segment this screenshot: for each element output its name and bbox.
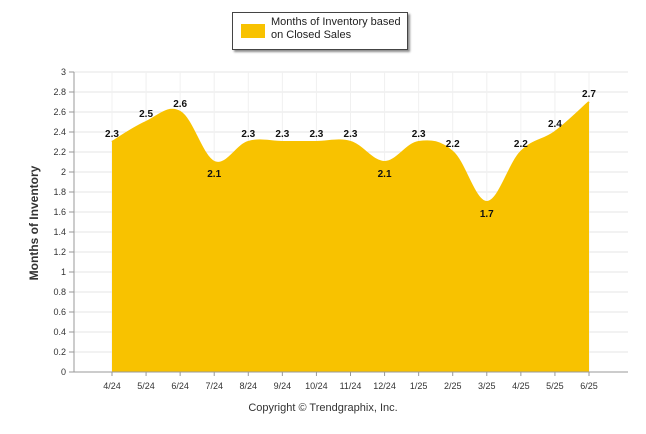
x-tick-label: 5/24 (137, 381, 155, 391)
y-tick-label: 3 (61, 67, 66, 77)
y-tick-label: 0.2 (53, 347, 66, 357)
data-label: 2.2 (446, 139, 460, 150)
series-area (112, 102, 589, 372)
x-tick-label: 12/24 (373, 381, 396, 391)
copyright-text: Copyright © Trendgraphix, Inc. (248, 402, 398, 414)
x-tick-label: 1/25 (410, 381, 428, 391)
y-tick-label: 1.2 (53, 247, 66, 257)
x-tick-label: 4/24 (103, 381, 121, 391)
data-label: 2.1 (207, 169, 221, 180)
y-tick-label: 0.6 (53, 307, 66, 317)
data-label: 2.3 (241, 129, 255, 140)
y-tick-label: 1.4 (53, 227, 66, 237)
x-tick-label: 6/24 (171, 381, 189, 391)
legend-swatch (241, 24, 265, 38)
y-tick-label: 1.8 (53, 187, 66, 197)
y-tick-label: 0.4 (53, 327, 66, 337)
y-tick-label: 2.6 (53, 107, 66, 117)
data-label: 2.3 (105, 129, 119, 140)
data-label: 2.4 (548, 119, 562, 130)
x-tick-label: 3/25 (478, 381, 496, 391)
data-label: 2.3 (344, 129, 358, 140)
y-tick-label: 2.4 (53, 127, 66, 137)
data-label: 2.2 (514, 139, 528, 150)
y-tick-label: 1.6 (53, 207, 66, 217)
x-tick-label: 5/25 (546, 381, 564, 391)
data-label: 2.7 (582, 89, 596, 100)
x-tick-label: 10/24 (305, 381, 328, 391)
x-tick-label: 8/24 (240, 381, 258, 391)
series-line (111, 101, 590, 204)
legend-label: Months of Inventory based on Closed Sale… (271, 16, 401, 41)
y-tick-label: 2.8 (53, 87, 66, 97)
y-tick-label: 2.2 (53, 147, 66, 157)
data-label: 2.5 (139, 109, 153, 120)
x-tick-label: 11/24 (340, 381, 362, 391)
y-tick-label: 2 (61, 167, 66, 177)
x-tick-label: 9/24 (274, 381, 292, 391)
y-axis-label: Months of Inventory (27, 165, 41, 281)
x-tick-label: 7/24 (205, 381, 223, 391)
y-tick-label: 1 (61, 267, 66, 277)
y-tick-label: 0 (61, 367, 66, 377)
x-tick-label: 6/25 (580, 381, 598, 391)
x-tick-label: 4/25 (512, 381, 530, 391)
y-tick-label: 0.8 (53, 287, 66, 297)
data-label: 2.3 (309, 129, 323, 140)
data-label: 2.3 (412, 129, 426, 140)
data-label: 1.7 (480, 209, 494, 220)
data-label: 2.3 (275, 129, 289, 140)
data-label: 2.6 (173, 99, 187, 110)
chart-legend: Months of Inventory based on Closed Sale… (232, 12, 408, 50)
data-label: 2.1 (378, 169, 392, 180)
x-tick-label: 2/25 (444, 381, 462, 391)
